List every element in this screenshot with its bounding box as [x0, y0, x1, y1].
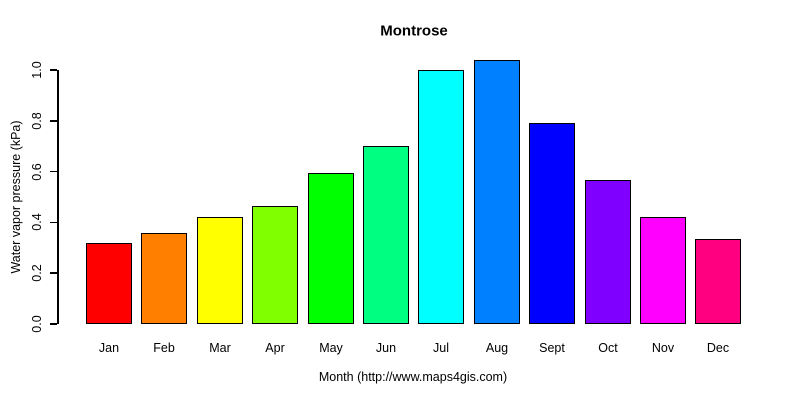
y-tick-mark: [50, 69, 57, 71]
y-tick-label: 0.8: [30, 112, 44, 130]
bar-aug: [474, 60, 520, 324]
x-tick-label-dec: Dec: [706, 341, 730, 355]
y-axis-label: Water vapor pressure (kPa): [9, 120, 23, 274]
x-tick-label-may: May: [319, 341, 343, 355]
x-tick-label-aug: Aug: [485, 341, 509, 355]
y-tick-mark: [50, 120, 57, 122]
bar-may: [308, 173, 354, 324]
bar-jun: [363, 146, 409, 324]
y-tick-mark: [50, 221, 57, 224]
bar-jul: [418, 70, 464, 324]
bar-dec: [695, 239, 741, 324]
bar-oct: [585, 180, 631, 324]
x-tick-label-oct: Oct: [598, 341, 618, 355]
bar-jan: [86, 243, 132, 324]
y-axis-line: [57, 70, 59, 324]
y-tick-mark: [50, 272, 57, 274]
x-tick-label-jun: Jun: [375, 341, 397, 355]
x-tick-label-nov: Nov: [651, 341, 675, 355]
x-tick-label-feb: Feb: [153, 341, 175, 355]
x-axis-label: Month (http://www.maps4gis.com): [318, 370, 508, 384]
x-tick-label-sept: Sept: [539, 341, 565, 355]
bar-mar: [197, 217, 243, 324]
y-tick-label: 0.0: [30, 315, 44, 333]
bar-sept: [529, 123, 575, 324]
y-tick-label: 0.6: [30, 162, 44, 181]
y-tick-label: 0.2: [30, 264, 44, 282]
x-tick-label-jan: Jan: [98, 341, 120, 355]
bar-apr: [252, 206, 298, 324]
chart-title: Montrose: [380, 22, 448, 40]
bar-feb: [141, 233, 187, 324]
bar-nov: [640, 217, 686, 324]
x-tick-label-jul: Jul: [433, 341, 449, 355]
y-tick-label: 0.4: [30, 213, 44, 232]
y-tick-mark: [50, 323, 57, 325]
y-tick-mark: [50, 170, 57, 173]
x-tick-label-apr: Apr: [265, 341, 285, 355]
x-tick-label-mar: Mar: [209, 341, 231, 355]
y-tick-label: 1.0: [30, 61, 44, 79]
